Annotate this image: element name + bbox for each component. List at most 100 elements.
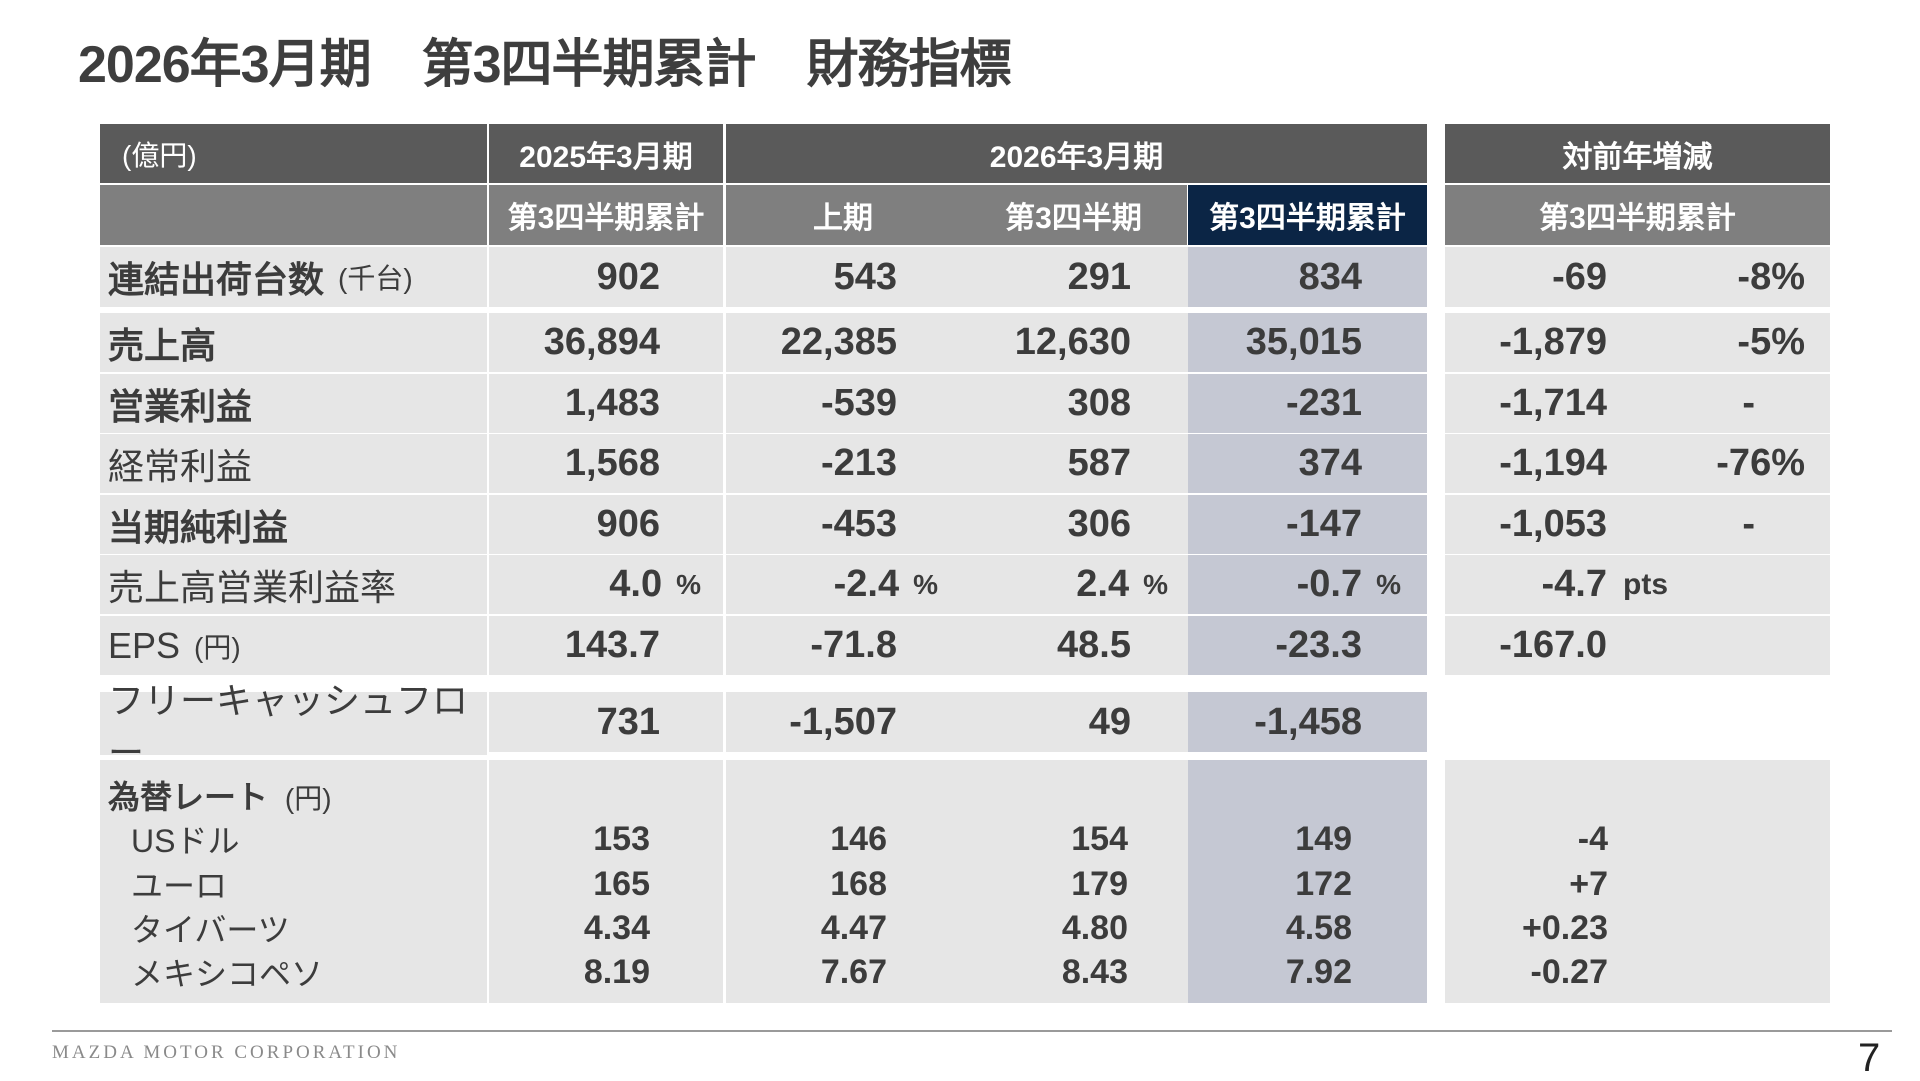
row-label: 営業利益 (108, 385, 253, 427)
value: -147 (1285, 503, 1362, 545)
value: 4.0 (609, 563, 663, 605)
footer-divider (52, 1030, 1892, 1032)
value-cell-cum: -0.7% (1188, 555, 1427, 614)
yoy-diff: -167.0 (1499, 624, 1607, 666)
value-cell-fy25: 36,894 (489, 313, 723, 372)
value-cell-h1: -539 (726, 374, 960, 433)
yoy-cell: -69 -8% (1445, 247, 1830, 307)
row-label: 経常利益 (108, 445, 253, 487)
value: 1,483 (564, 382, 660, 424)
value: 374 (1298, 442, 1362, 484)
fy2025-header: 2025年3月期 (489, 124, 723, 183)
fx-currency-label: ユーロ (131, 868, 228, 904)
yoy-diff: -1,714 (1499, 382, 1607, 424)
fx-value-cum: 172 (1295, 865, 1352, 903)
fx-value-fy25: 8.19 (583, 953, 650, 991)
value: 49 (1088, 700, 1131, 743)
value-cell-h1: -213 (726, 434, 960, 493)
value: 291 (1067, 255, 1131, 298)
value-cell-cum: -231 (1188, 374, 1427, 433)
fx-value-diff: +7 (1569, 865, 1608, 903)
value: -1,507 (789, 700, 897, 743)
row-label-cell: フリーキャッシュフロー (100, 680, 487, 773)
yoy-cell: -1,053 - (1445, 495, 1830, 554)
value-cell-q3: 587 (960, 434, 1188, 493)
value-cell-cum: 35,015 (1188, 313, 1427, 372)
fx-value-h1: 7.67 (820, 953, 887, 991)
value-cell-h1: 22,385 (726, 313, 960, 372)
value: 834 (1298, 255, 1362, 298)
yoy-pct: -76% (1716, 442, 1805, 484)
row-label-cell: 経常利益 (100, 434, 487, 493)
row-label: EPS (108, 624, 181, 666)
fy2026-cum-label: 第3四半期累計 (1209, 202, 1406, 235)
value: -1,458 (1254, 700, 1362, 743)
value-cell-fy25: 731 (489, 692, 723, 752)
value-cell-q3: 306 (960, 495, 1188, 554)
value: 2.4 (1076, 563, 1130, 605)
value: 308 (1067, 382, 1131, 424)
row-unit: (円) (194, 631, 241, 663)
yoy-diff: -1,879 (1499, 321, 1607, 363)
percent-suffix: % (1376, 568, 1401, 600)
value-cell-h1: 543 (726, 247, 960, 307)
fx-value-fy25: 153 (593, 820, 650, 858)
fx-value-cum: 4.58 (1285, 909, 1352, 947)
value: 902 (596, 255, 660, 298)
fy2025-cum-subheader: 第3四半期累計 (489, 185, 723, 245)
value-cell-fy25: 1,568 (489, 434, 723, 493)
yoy-cell: -1,714 - (1445, 374, 1830, 433)
yoy-header: 対前年増減 (1445, 124, 1830, 183)
value: 731 (596, 700, 660, 743)
yoy-cum-subheader: 第3四半期累計 (1445, 185, 1830, 245)
yoy-pct: -5% (1737, 321, 1805, 363)
value: -453 (820, 503, 897, 545)
fx-value-diff: -4 (1577, 820, 1608, 858)
yoy-diff: -1,194 (1499, 442, 1607, 484)
row-label-cell: EPS (円) (100, 616, 487, 675)
h1-label: 上期 (813, 202, 873, 235)
value-cell-q3: 12,630 (960, 313, 1188, 372)
fx-value-h1: 146 (830, 820, 887, 858)
fx-value-h1: 4.47 (820, 909, 887, 947)
fx-title: 為替レート (円) (108, 772, 332, 818)
row-label-cell: 連結出荷台数 (千台) (100, 247, 487, 307)
value-cell-fy25: 902 (489, 247, 723, 307)
value: -71.8 (810, 624, 897, 666)
value-cell-cum: -1,458 (1188, 692, 1427, 752)
value-cell-h1: -2.4% (726, 555, 960, 614)
row-label: 当期純利益 (108, 506, 289, 548)
page-number: 7 (1858, 1036, 1881, 1080)
value-cell-fy25: 906 (489, 495, 723, 554)
value-cell-h1: -71.8 (726, 616, 960, 675)
fx-value-q3: 4.80 (1061, 909, 1128, 947)
row-unit: (千台) (338, 263, 413, 294)
value-cell-fy25: 1,483 (489, 374, 723, 433)
fx-fy25-block (489, 760, 723, 1003)
row-label: 売上高 (108, 324, 217, 366)
value-cell-q3: 291 (960, 247, 1188, 307)
h1-subheader: 上期 (726, 185, 960, 245)
value: 543 (833, 255, 897, 298)
q3-subheader: 第3四半期 (960, 185, 1187, 245)
value: -539 (820, 382, 897, 424)
percent-suffix: % (676, 568, 701, 600)
percent-suffix: % (1143, 568, 1168, 600)
value-cell-h1: -1,507 (726, 692, 960, 752)
fx-currency-label: USドル (131, 823, 240, 859)
fx-h1q3-block (726, 760, 1188, 1003)
fx-value-diff: -0.27 (1530, 953, 1609, 991)
fx-value-fy25: 4.34 (583, 909, 650, 947)
yoy-pct: - (1742, 503, 1755, 545)
empty-subheader (100, 185, 487, 245)
fx-value-q3: 154 (1071, 820, 1128, 858)
value-cell-fy25: 4.0% (489, 555, 723, 614)
q3-label: 第3四半期 (1005, 202, 1142, 235)
yoy-cum-label: 第3四半期累計 (1539, 202, 1736, 235)
yoy-cell: -1,879 -5% (1445, 313, 1830, 372)
fx-currency-label: メキシコペソ (131, 956, 324, 992)
row-label-cell: 売上高 (100, 313, 487, 372)
fy2026-label: 2026年3月期 (989, 140, 1164, 174)
fx-label-block (100, 760, 487, 1003)
fy2025-label: 2025年3月期 (519, 140, 693, 174)
